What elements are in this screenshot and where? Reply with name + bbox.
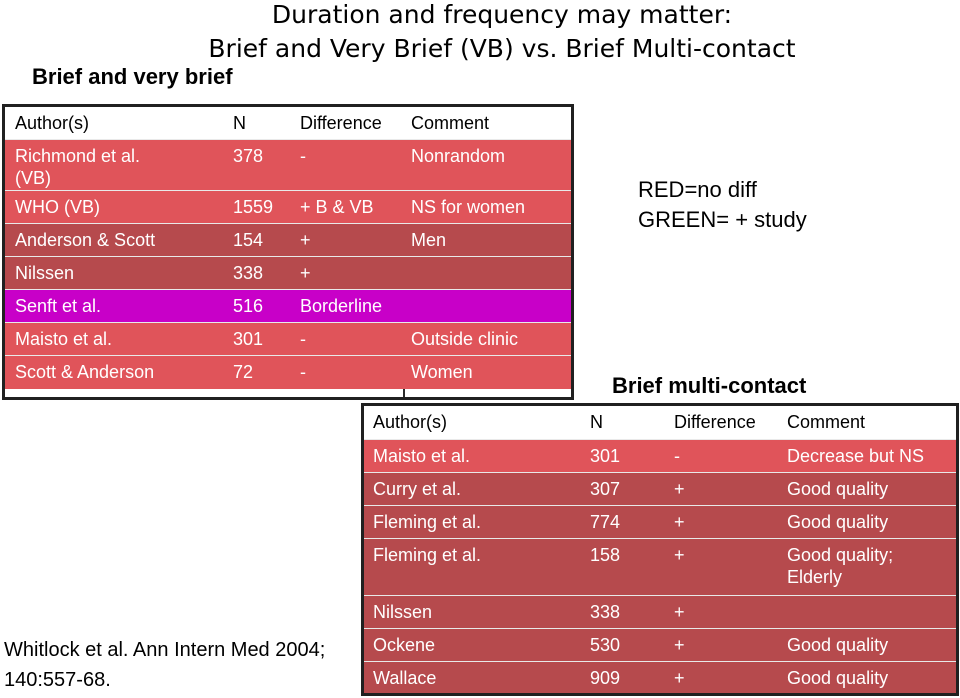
legend-line-red: RED=no diff xyxy=(638,177,757,202)
table-row: Anderson & Scott 154 + Men xyxy=(5,224,571,257)
table-row: WHO (VB) 1559 + B & VB NS for women xyxy=(5,191,571,224)
cell-difference: Borderline xyxy=(300,296,383,316)
cell-difference: - xyxy=(674,446,680,466)
cell-difference: + xyxy=(674,479,685,499)
cell-comment-line1: Good quality; xyxy=(787,545,894,565)
header-n: N xyxy=(233,113,246,133)
cell-n: 154 xyxy=(233,230,264,250)
cell-comment: Outside clinic xyxy=(411,329,519,349)
cell-author: Richmond et al. (VB) xyxy=(15,140,140,189)
table-row: Senft et al. 516 Borderline xyxy=(5,290,571,323)
cell-difference: + xyxy=(674,668,685,688)
cell-comment: Good quality xyxy=(787,479,889,499)
cell-author-line2: (VB) xyxy=(15,168,51,188)
header-n: N xyxy=(590,412,603,432)
cell-difference: + xyxy=(300,230,311,250)
header-author: Author(s) xyxy=(373,412,448,432)
cell-difference: - xyxy=(300,329,306,349)
cell-author: Wallace xyxy=(373,668,437,688)
cell-difference: + xyxy=(674,602,685,622)
cell-n: 338 xyxy=(233,263,264,283)
table-row: Maisto et al. 301 - Decrease but NS xyxy=(364,440,956,473)
slide-title-line1: Duration and frequency may matter: xyxy=(271,0,733,29)
citation-line1: Whitlock et al. Ann Intern Med 2004; xyxy=(4,639,326,661)
cell-comment: Good quality xyxy=(787,512,889,532)
table-row: Maisto et al. 301 - Outside clinic xyxy=(5,323,571,356)
legend-line-green: GREEN= + study xyxy=(638,207,807,232)
cell-difference: - xyxy=(300,146,306,166)
cell-comment: Good quality xyxy=(787,635,889,655)
header-author: Author(s) xyxy=(15,113,90,133)
cell-author-line1: Richmond et al. xyxy=(15,146,141,166)
table-row: Fleming et al. 774 + Good quality xyxy=(364,506,956,539)
cell-comment: Women xyxy=(411,362,473,382)
cell-difference: + B & VB xyxy=(300,197,374,217)
color-legend: RED=no diff GREEN= + study xyxy=(638,175,807,235)
cell-n: 158 xyxy=(590,545,621,565)
cell-difference: - xyxy=(300,362,306,382)
header-difference: Difference xyxy=(674,412,756,432)
table-header-row: Author(s) N Difference Comment xyxy=(364,406,956,440)
table-row: Curry et al. 307 + Good quality xyxy=(364,473,956,506)
cell-author: Ockene xyxy=(373,635,436,655)
cell-n: 72 xyxy=(233,362,254,382)
cell-n: 307 xyxy=(590,479,621,499)
header-comment: Comment xyxy=(787,412,866,432)
table-row: Nilssen 338 + xyxy=(5,257,571,290)
cell-author: Scott & Anderson xyxy=(15,362,155,382)
cell-comment: Decrease but NS xyxy=(787,446,925,466)
table-row: Nilssen 338 + xyxy=(364,596,956,629)
cell-comment: Men xyxy=(411,230,447,250)
cell-difference: + xyxy=(300,263,311,283)
cell-author: Maisto et al. xyxy=(373,446,471,466)
cell-comment-line2: Elderly xyxy=(787,567,843,587)
section-label-multi-contact: Brief multi-contact xyxy=(612,373,807,398)
cell-n: 378 xyxy=(233,146,264,166)
cell-author: Senft et al. xyxy=(15,296,102,316)
citation: Whitlock et al. Ann Intern Med 2004; 140… xyxy=(4,635,325,695)
header-difference: Difference xyxy=(300,113,382,133)
cell-difference: + xyxy=(674,635,685,655)
slide-title-line2: Brief and Very Brief (VB) vs. Brief Mult… xyxy=(208,34,796,63)
cell-comment: Good quality; Elderly xyxy=(787,539,893,588)
cell-author: Anderson & Scott xyxy=(15,230,156,250)
cell-n: 338 xyxy=(590,602,621,622)
multi-contact-table: Author(s) N Difference Comment Maisto et al.… xyxy=(361,403,959,696)
table-row: Scott & Anderson 72 - Women xyxy=(5,356,571,389)
cell-author: Nilssen xyxy=(373,602,433,622)
cell-n: 530 xyxy=(590,635,621,655)
cell-difference: + xyxy=(674,545,685,565)
cell-comment: NS for women xyxy=(411,197,526,217)
section-label-brief: Brief and very brief xyxy=(32,64,233,89)
cell-author: WHO (VB) xyxy=(15,197,100,217)
header-comment: Comment xyxy=(411,113,490,133)
cell-n: 909 xyxy=(590,668,621,688)
cell-comment: Good quality xyxy=(787,668,889,688)
cell-author: Nilssen xyxy=(15,263,75,283)
cell-comment: Nonrandom xyxy=(411,146,506,166)
table-row: Wallace 909 + Good quality xyxy=(364,662,956,693)
cell-n: 774 xyxy=(590,512,621,532)
cell-n: 301 xyxy=(590,446,621,466)
brief-table: Author(s) N Difference Comment Richmond et a… xyxy=(2,104,574,400)
cell-author: Fleming et al. xyxy=(373,545,482,565)
cell-difference: + xyxy=(674,512,685,532)
cell-author: Curry et al. xyxy=(373,479,462,499)
cell-n: 301 xyxy=(233,329,264,349)
table-header-row: Author(s) N Difference Comment xyxy=(5,107,571,140)
table-row: Richmond et al. (VB) 378 - Nonrandom xyxy=(5,140,571,191)
cell-author: Fleming et al. xyxy=(373,512,482,532)
citation-line2: 140:557-68. xyxy=(4,669,111,691)
table-row: Ockene 530 + Good quality xyxy=(364,629,956,662)
cell-author: Maisto et al. xyxy=(15,329,113,349)
cell-n: 516 xyxy=(233,296,264,316)
table-row: Fleming et al. 158 + Good quality; Elderly xyxy=(364,539,956,596)
cell-n: 1559 xyxy=(233,197,274,217)
